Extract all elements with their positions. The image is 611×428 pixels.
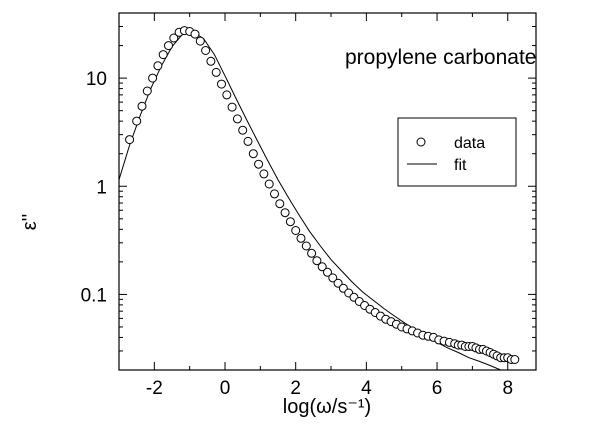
data-point	[243, 136, 253, 146]
fit-line	[119, 30, 502, 370]
data-point	[323, 267, 332, 277]
data-point	[317, 262, 327, 272]
legend-fit-label: fit	[454, 157, 467, 174]
data-point	[275, 199, 285, 209]
data-point	[328, 273, 338, 283]
y-tick-label: 10	[86, 69, 107, 90]
axis-ticks	[118, 12, 536, 371]
x-tick-label: 4	[361, 378, 372, 399]
data-point	[169, 33, 179, 43]
y-axis-label: ε''	[19, 214, 41, 231]
data-point	[148, 73, 158, 83]
y-tick-label: 1	[96, 177, 107, 198]
axis-tick-labels: -2 0 2 4 6 8 0.1 1 10	[81, 69, 513, 399]
x-tick-label: 2	[290, 378, 301, 399]
y-tick-label: 0.1	[81, 285, 107, 306]
x-tick-label: -2	[146, 378, 163, 399]
data-point	[510, 355, 520, 364]
data-point	[195, 36, 205, 46]
legend-data-marker	[416, 137, 426, 147]
data-point	[248, 149, 258, 159]
data-point	[254, 159, 264, 169]
data-point	[217, 79, 226, 89]
data-point	[238, 125, 248, 135]
data-point	[296, 233, 306, 243]
data-point	[137, 101, 147, 111]
legend-data-label: data	[454, 135, 485, 152]
legend: data fit	[397, 117, 517, 187]
data-point	[164, 41, 173, 51]
data-point	[153, 61, 163, 71]
data-point	[206, 56, 216, 66]
x-tick-label: 0	[220, 378, 231, 399]
data-point	[312, 256, 322, 266]
data-point	[307, 248, 317, 258]
data-point	[125, 135, 135, 145]
legend-box	[397, 117, 517, 187]
data-point	[158, 50, 168, 60]
data-point	[301, 241, 311, 251]
data-point	[232, 114, 242, 124]
data-point	[270, 189, 279, 199]
data-point	[280, 208, 290, 218]
data-point	[285, 217, 295, 227]
data-point	[259, 169, 269, 179]
x-tick-label: 8	[502, 378, 513, 399]
data-point	[211, 67, 221, 77]
chart-title: propylene carbonate	[345, 46, 536, 69]
plot-area	[119, 26, 520, 370]
data-point	[190, 29, 200, 39]
x-tick-label: 6	[432, 378, 443, 399]
data-points	[125, 26, 520, 364]
data-point	[333, 278, 343, 288]
data-point	[291, 226, 301, 235]
data-point	[142, 86, 152, 96]
data-point	[132, 116, 142, 126]
x-axis-label: log(ω/s⁻¹)	[283, 396, 371, 418]
data-point	[222, 90, 232, 100]
data-point	[264, 179, 274, 189]
data-point	[201, 46, 211, 55]
data-point	[227, 102, 237, 112]
